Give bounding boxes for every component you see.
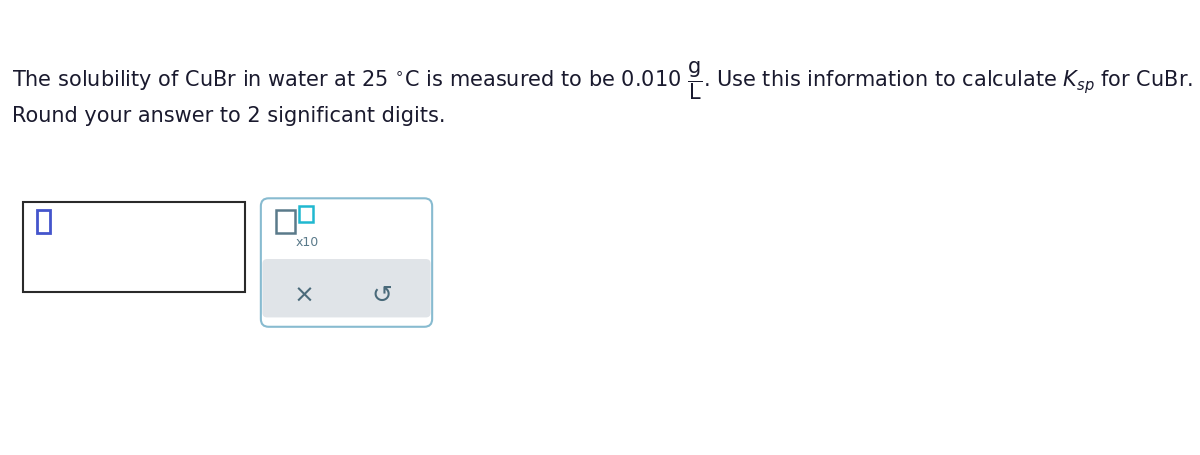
Text: x10: x10 [296, 236, 319, 249]
Bar [299, 206, 313, 222]
FancyBboxPatch shape [263, 259, 431, 318]
Bar [37, 210, 50, 233]
Text: ×: × [293, 283, 314, 308]
Bar [23, 202, 245, 292]
Text: Round your answer to 2 significant digits.: Round your answer to 2 significant digit… [12, 106, 445, 126]
FancyBboxPatch shape [260, 198, 432, 327]
Text: The solubility of CuBr in water at 25 $^{\circ}$C is measured to be 0.010 $\dfra: The solubility of CuBr in water at 25 $^… [12, 60, 1193, 102]
Bar [276, 210, 295, 233]
Text: ↺: ↺ [371, 283, 392, 308]
